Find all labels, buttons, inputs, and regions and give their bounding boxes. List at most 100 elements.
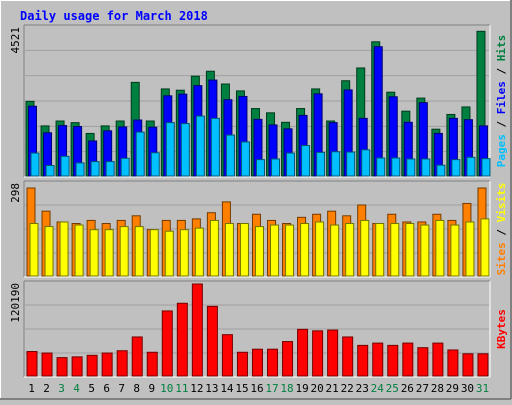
bar-kbytes-day-2 (41, 352, 53, 377)
bar-visits-day-29 (450, 224, 460, 277)
bar-kbytes-day-23 (357, 344, 369, 377)
bar-pages-day-29 (451, 159, 461, 177)
bar-visits-day-4 (74, 224, 84, 277)
x-tick-label-day-30: 30 (461, 382, 474, 395)
panel-2-legend-text: Sites / Visits (495, 183, 508, 276)
bar-kbytes-day-26 (402, 342, 414, 377)
bar-visits-day-21 (330, 224, 340, 277)
legend-hits: Hits (495, 35, 508, 62)
bar-visits-day-27 (420, 224, 430, 277)
legend-separator: / (495, 222, 508, 242)
bar-files-day-24 (373, 46, 383, 177)
bar-pages-day-4 (75, 162, 85, 177)
panel-1-y-max-label: 4521 (9, 27, 22, 54)
x-tick-label-day-6: 6 (103, 382, 110, 395)
bar-kbytes-day-18 (282, 341, 294, 377)
bar-kbytes-day-11 (176, 302, 188, 377)
x-tick-label-day-2: 2 (43, 382, 50, 395)
legend-visits: Visits (495, 183, 508, 223)
bar-pages-day-11 (180, 123, 190, 177)
bar-kbytes-day-29 (447, 349, 459, 377)
bar-visits-day-11 (179, 229, 189, 277)
bar-pages-day-28 (436, 164, 446, 177)
bar-kbytes-day-20 (312, 330, 324, 377)
bar-kbytes-day-3 (56, 357, 68, 377)
bar-pages-day-2 (45, 165, 55, 177)
bar-pages-day-24 (376, 157, 386, 177)
panel-3-y-max-label: 120190 (9, 283, 22, 323)
bar-pages-day-17 (271, 158, 281, 177)
bar-visits-day-9 (149, 229, 159, 277)
legend-files: Files (495, 81, 508, 114)
x-tick-label-day-11: 11 (175, 382, 188, 395)
x-tick-label-day-16: 16 (250, 382, 263, 395)
bar-kbytes-day-12 (191, 283, 203, 377)
bar-pages-day-27 (421, 158, 431, 177)
bar-kbytes-day-13 (206, 305, 218, 377)
x-tick-label-day-3: 3 (58, 382, 65, 395)
bar-kbytes-day-30 (462, 353, 474, 377)
bar-visits-day-26 (405, 223, 415, 277)
bar-visits-day-16 (254, 226, 264, 277)
bar-pages-day-5 (90, 161, 100, 177)
x-tick-label-day-26: 26 (401, 382, 414, 395)
panel-3: 120190 KBytes (9, 280, 508, 378)
x-tick-label-day-14: 14 (220, 382, 234, 395)
x-tick-label-day-28: 28 (431, 382, 444, 395)
bar-visits-day-14 (224, 223, 234, 277)
bar-pages-day-13 (210, 117, 220, 177)
x-tick-label-day-20: 20 (311, 382, 324, 395)
bar-pages-day-12 (195, 115, 205, 177)
bar-visits-day-19 (300, 223, 310, 277)
bar-visits-day-5 (89, 229, 99, 277)
bar-visits-day-22 (345, 223, 355, 277)
x-tick-label-day-17: 17 (265, 382, 278, 395)
x-tick-label-day-8: 8 (133, 382, 140, 395)
bar-kbytes-day-27 (417, 347, 429, 377)
bar-pages-day-26 (406, 158, 416, 177)
bar-pages-day-16 (255, 159, 265, 177)
bar-pages-day-25 (391, 157, 401, 177)
bar-kbytes-day-4 (71, 356, 83, 377)
legend-separator: / (495, 114, 508, 134)
panel-1: 4521 Pages / Files / Hits (9, 24, 508, 178)
bar-pages-day-3 (60, 155, 70, 177)
x-tick-label-day-31: 31 (476, 382, 489, 395)
bar-visits-day-6 (104, 229, 114, 277)
bar-pages-day-9 (150, 152, 160, 177)
x-tick-label-day-4: 4 (73, 382, 80, 395)
bar-pages-day-19 (301, 145, 311, 177)
bar-pages-day-6 (105, 161, 115, 177)
bar-visits-day-17 (270, 224, 280, 277)
legend-kbytes: KBytes (495, 309, 508, 349)
x-tick-label-day-18: 18 (280, 382, 293, 395)
bar-visits-day-20 (315, 221, 325, 277)
x-tick-label-day-10: 10 (160, 382, 173, 395)
x-tick-label-day-12: 12 (190, 382, 203, 395)
bar-visits-day-3 (59, 221, 69, 277)
bar-pages-day-15 (240, 141, 250, 177)
bar-pages-day-8 (135, 131, 145, 177)
bar-kbytes-day-6 (101, 352, 113, 377)
legend-pages: Pages (495, 134, 508, 167)
bar-pages-day-31 (481, 158, 491, 177)
panel-1-legend: Pages / Files / Hits (495, 35, 508, 168)
bar-visits-day-2 (44, 226, 54, 277)
bar-visits-day-23 (360, 219, 370, 277)
x-tick-label-day-29: 29 (446, 382, 459, 395)
bar-pages-day-22 (346, 151, 356, 177)
bar-kbytes-day-22 (342, 336, 354, 377)
bar-visits-day-1 (29, 223, 39, 277)
bar-kbytes-day-7 (116, 350, 128, 377)
x-tick-label-day-25: 25 (386, 382, 399, 395)
bar-visits-day-30 (465, 221, 475, 277)
bar-visits-day-13 (209, 219, 219, 277)
x-tick-label-day-21: 21 (326, 382, 339, 395)
panel-2-legend: Sites / Visits (495, 183, 508, 276)
bar-kbytes-day-9 (146, 351, 158, 377)
x-tick-label-day-19: 19 (295, 382, 308, 395)
bar-pages-day-23 (361, 149, 371, 177)
bar-kbytes-day-21 (327, 329, 339, 377)
x-tick-label-day-27: 27 (416, 382, 429, 395)
panel-3-legend: KBytes (495, 309, 508, 349)
